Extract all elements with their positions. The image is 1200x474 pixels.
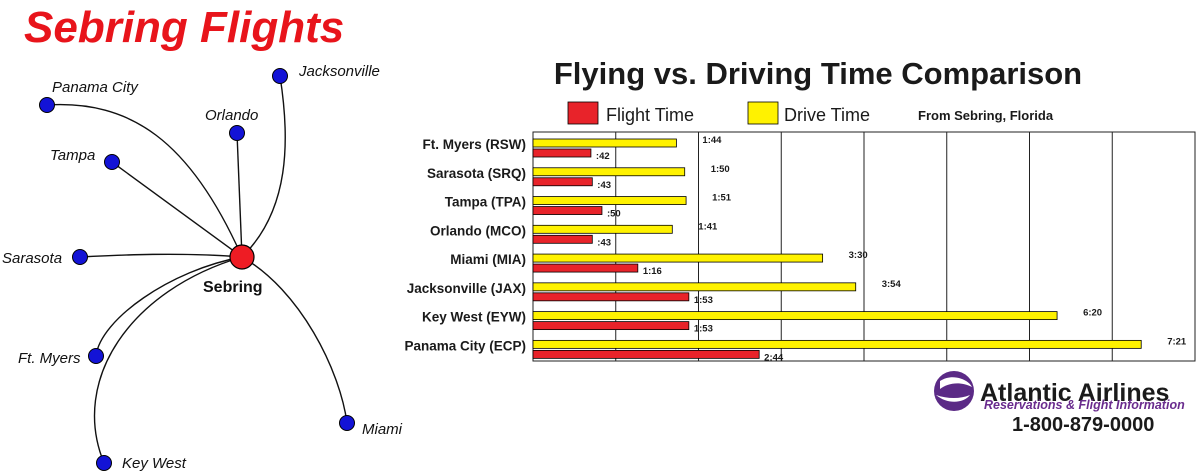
drive-bar: [532, 138, 677, 148]
flight-value-label: :43: [597, 180, 611, 191]
airline-block: Atlantic Airlines Reservations & Flight …: [934, 371, 1185, 436]
flight-value-label: :43: [597, 237, 611, 248]
hub-node-sebring: [229, 244, 255, 270]
flight-value-label: :50: [607, 209, 621, 220]
airline-tagline: Reservations & Flight Information: [984, 398, 1185, 412]
flight-bar: [532, 263, 639, 273]
drive-value-label: 1:44: [702, 135, 722, 146]
comparison-chart: Flying vs. Driving Time Comparison Fligh…: [404, 56, 1196, 363]
route-panama-city: [46, 103, 243, 258]
drive-bar: [532, 167, 686, 177]
city-label-orlando: Orlando: [205, 107, 258, 124]
city-label-jacksonville: Jacksonville: [298, 63, 380, 80]
city-node-jacksonville: [272, 68, 288, 84]
legend-label-drive: Drive Time: [784, 105, 870, 125]
route-jacksonville: [241, 75, 286, 258]
flight-bar: [532, 234, 593, 244]
route-ft-myers: [95, 256, 243, 357]
city-node-key-west: [96, 455, 112, 471]
category-label: Key West (EYW): [422, 310, 526, 325]
swoosh-logo-icon: [934, 371, 974, 411]
drive-value-label: 1:50: [711, 164, 730, 175]
plot-area: Ft. Myers (RSW) 1:44 :42 Sarasota (SRQ) 1:50…: [404, 131, 1196, 363]
route-key-west: [93, 256, 243, 464]
route-orlando: [236, 132, 243, 258]
drive-bar: [532, 311, 1058, 321]
legend-swatch-drive: [747, 101, 779, 125]
city-label-panama-city: Panama City: [52, 79, 139, 96]
hub-label: Sebring: [203, 279, 263, 296]
chart-subtitle: From Sebring, Florida: [918, 108, 1054, 123]
flight-bar: [532, 177, 593, 187]
airline-phone: 1-800-879-0000: [1012, 414, 1154, 436]
category-label: Ft. Myers (RSW): [422, 137, 526, 152]
city-label-miami: Miami: [362, 421, 403, 438]
flight-bar: [532, 349, 760, 359]
city-label-ft-myers: Ft. Myers: [18, 350, 81, 367]
category-label: Miami (MIA): [450, 252, 526, 267]
route-tampa: [111, 161, 243, 258]
drive-bar: [532, 253, 824, 263]
category-label: Sarasota (SRQ): [427, 166, 526, 181]
legend-label-flight: Flight Time: [606, 105, 694, 125]
flight-bar: [532, 292, 690, 302]
drive-value-label: 6:20: [1083, 308, 1102, 319]
category-label: Tampa (TPA): [445, 195, 526, 210]
drive-value-label: 1:51: [712, 193, 732, 204]
route-map: Sebring Flights Panama City Jacksonville…: [2, 3, 403, 472]
city-node-tampa: [104, 154, 120, 170]
route-sarasota: [79, 253, 243, 258]
city-node-miami: [339, 415, 355, 431]
drive-bar: [532, 196, 687, 205]
city-label-tampa: Tampa: [50, 147, 95, 164]
flight-bar: [532, 321, 690, 331]
airline-name: Atlantic Airlines: [980, 379, 1169, 407]
city-node-sarasota: [72, 249, 88, 265]
chart-title: Flying vs. Driving Time Comparison: [554, 56, 1082, 91]
flight-value-label: 1:53: [694, 324, 713, 335]
flight-value-label: 2:44: [764, 352, 784, 363]
category-label: Orlando (MCO): [430, 223, 526, 238]
category-label: Jacksonville (JAX): [407, 281, 526, 296]
city-node-panama-city: [39, 97, 55, 113]
drive-value-label: 7:21: [1167, 336, 1187, 347]
flight-value-label: :42: [596, 151, 610, 162]
flight-bar: [532, 148, 592, 158]
route-miami: [241, 256, 348, 424]
drive-bar: [532, 339, 1142, 349]
drive-bar: [532, 224, 673, 234]
route-lines: [46, 75, 348, 464]
city-label-key-west: Key West: [122, 455, 187, 472]
city-node-ft-myers: [88, 348, 104, 364]
map-title: Sebring Flights: [24, 3, 344, 52]
flight-bar: [532, 206, 603, 215]
city-node-orlando: [229, 125, 245, 141]
chart-legend: Flight Time Drive Time From Sebring, Flo…: [567, 101, 1054, 125]
category-label: Panama City (ECP): [404, 338, 526, 353]
legend-swatch-flight: [567, 101, 599, 125]
drive-bar: [532, 282, 857, 292]
flight-value-label: 1:53: [694, 295, 713, 306]
drive-value-label: 1:41: [698, 221, 718, 232]
drive-value-label: 3:54: [882, 279, 902, 290]
drive-value-label: 3:30: [849, 250, 868, 261]
flight-value-label: 1:16: [643, 266, 662, 277]
city-label-sarasota: Sarasota: [2, 250, 62, 267]
